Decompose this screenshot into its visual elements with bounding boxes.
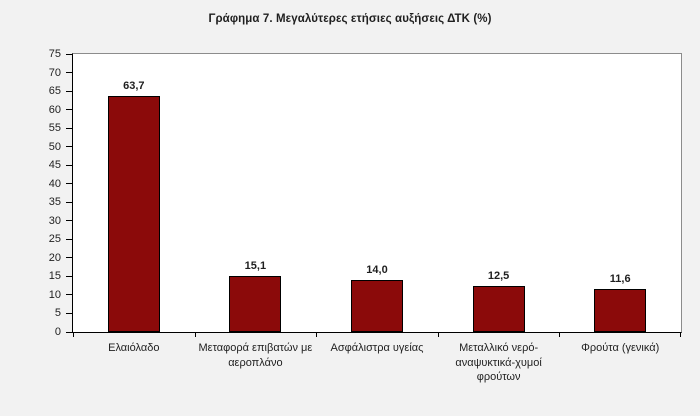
x-axis-category-label: Μεταφορά επιβατών με αεροπλάνο xyxy=(198,342,313,369)
x-axis-tick xyxy=(316,332,318,337)
y-axis-label: 70 xyxy=(48,66,61,79)
y-axis-label: 25 xyxy=(48,233,61,246)
y-axis-tick xyxy=(66,312,72,314)
y-axis-label: 55 xyxy=(48,122,61,135)
plot-area: 0 5 10 15 20 25 30 35 40 45 50 55 60 65 70 75 63,7 Ελαιόλ… xyxy=(49,48,682,383)
bar-value-label: 12,5 xyxy=(487,269,510,282)
y-axis-tick xyxy=(66,220,72,222)
y-axis-tick xyxy=(66,238,72,240)
y-axis-tick xyxy=(66,331,72,333)
y-axis-tick xyxy=(66,201,72,203)
y-axis-label: 0 xyxy=(54,326,61,338)
y-axis-label: 20 xyxy=(48,251,61,264)
bar-value-label: 11,6 xyxy=(609,273,631,285)
y-axis-label: 30 xyxy=(48,214,61,227)
y-axis-tick xyxy=(66,72,72,74)
bar xyxy=(472,285,525,332)
y-axis-tick xyxy=(66,90,72,92)
chart-title: Γράφημα 7. Μεγαλύτερες ετήσιες αυξήσεις … xyxy=(208,13,492,25)
y-axis-label: 10 xyxy=(48,288,61,301)
bar xyxy=(229,276,282,332)
y-axis-tick xyxy=(66,183,72,185)
bar xyxy=(594,289,647,332)
y-axis-label: 15 xyxy=(48,270,61,283)
y-axis-label: 75 xyxy=(48,48,61,60)
y-axis-label: 50 xyxy=(48,140,61,153)
y-axis-tick xyxy=(66,164,72,166)
x-axis-tick xyxy=(73,332,74,337)
y-axis-label: 35 xyxy=(48,196,61,209)
bar-value-label: 14,0 xyxy=(366,264,388,277)
y-axis-tick xyxy=(66,127,72,129)
y-axis-tick xyxy=(66,257,72,259)
y-axis-tick xyxy=(66,294,72,296)
x-axis-category-label: Ασφάλιστρα υγείας xyxy=(330,342,424,354)
bar-value-label: 15,1 xyxy=(244,260,267,273)
y-axis-tick xyxy=(66,275,72,277)
x-axis-category-label: Φρούτα (γενικά) xyxy=(581,342,660,354)
x-axis-tick xyxy=(559,332,561,337)
x-axis-tick xyxy=(680,332,681,337)
y-axis-label: 60 xyxy=(48,103,61,116)
y-axis-tick xyxy=(66,109,72,111)
y-axis-label: 65 xyxy=(48,85,61,98)
bar xyxy=(107,95,160,332)
y-axis-tick xyxy=(66,146,72,148)
y-axis-label: 5 xyxy=(54,307,61,320)
y-axis-label: 45 xyxy=(48,159,61,172)
bar xyxy=(351,280,403,332)
x-axis-tick xyxy=(194,332,196,337)
y-axis-label: 40 xyxy=(48,177,61,190)
x-axis-category-label: Μεταλλικό νερό-αναψυκτικά-χυμοί φρούτων xyxy=(455,342,542,383)
x-axis-category-label: Ελαιόλαδο xyxy=(108,342,160,354)
bar-value-label: 63,7 xyxy=(123,79,145,92)
y-axis-tick xyxy=(66,53,72,55)
x-axis-tick xyxy=(437,332,439,337)
